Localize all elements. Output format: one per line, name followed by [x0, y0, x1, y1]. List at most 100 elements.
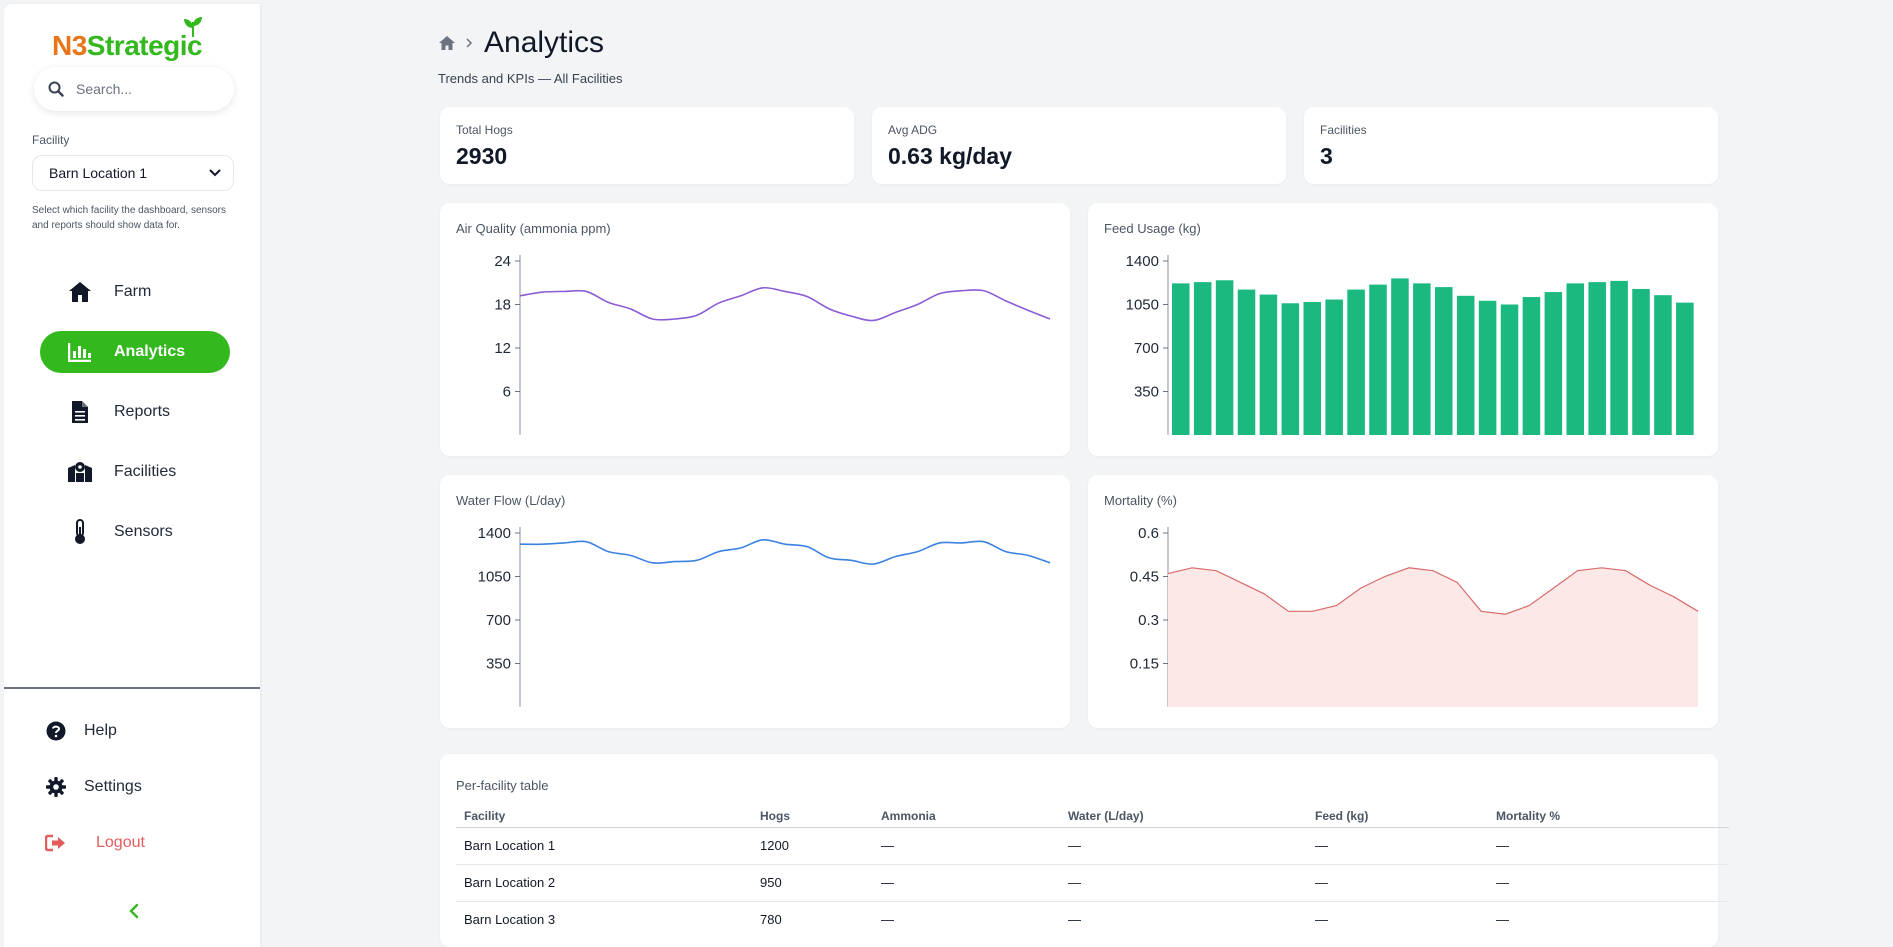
chart-title: Mortality (%) — [1104, 493, 1177, 508]
breadcrumb: Analytics — [438, 26, 604, 60]
bar — [1369, 284, 1387, 435]
bar — [1303, 302, 1322, 435]
logo-n3: N3 — [52, 30, 87, 61]
mortality-chart: 0.6 0.45 0.3 0.15 — [1130, 525, 1699, 707]
bar — [1413, 283, 1431, 435]
water-flow-chart: 1400 1050 700 350 — [478, 525, 1051, 707]
table-title: Per-facility table — [456, 778, 549, 793]
table-cell: — — [1307, 827, 1488, 865]
leaf-icon — [184, 17, 202, 38]
column-header: Ammonia — [873, 805, 1060, 828]
nav-item-facilities[interactable]: Facilities — [40, 451, 230, 493]
bar — [1281, 303, 1300, 435]
column-header: Hogs — [752, 805, 873, 828]
series-line — [519, 538, 1051, 565]
nav-item-analytics[interactable]: Analytics — [40, 331, 230, 373]
kpi-label: Facilities — [1320, 123, 1367, 137]
table-row[interactable]: Barn Location 1 1200 — — — — — [456, 827, 1729, 865]
page-subtitle: Trends and KPIs — All Facilities — [438, 71, 623, 86]
facility-select-value: Barn Location 1 — [49, 165, 148, 181]
bottom-nav: Help Settings Logout — [44, 717, 145, 885]
bar — [1566, 283, 1585, 435]
bar — [1325, 299, 1343, 435]
table-cell: 950 — [752, 864, 873, 902]
search-box[interactable] — [34, 67, 234, 111]
chart-title: Feed Usage (kg) — [1104, 221, 1201, 236]
facility-table: Facility Hogs Ammonia Water (L/day) Feed… — [456, 805, 1729, 938]
table-cell: — — [1315, 912, 1328, 928]
y-tick-label: 18 — [494, 297, 511, 314]
thermometer-icon — [66, 519, 94, 545]
main-nav: Farm Analytics Reports Facilities Sensor… — [40, 271, 230, 571]
y-tick-label: 6 — [503, 384, 511, 401]
home-icon[interactable] — [438, 35, 456, 51]
kpi-value: 2930 — [456, 143, 508, 169]
kpi-card-facilities: Facilities 3 — [1304, 107, 1718, 184]
feed-usage-chart: 1400 1050 700 350 — [1126, 253, 1694, 435]
facility-select[interactable]: Barn Location 1 — [32, 155, 234, 191]
sidebar-divider — [4, 687, 260, 689]
bar — [1456, 295, 1475, 435]
series-line — [519, 286, 1051, 322]
chevron-right-icon — [466, 38, 473, 48]
facility-table-card: Per-facility table Facility Hogs Ammonia… — [440, 754, 1729, 947]
chart-bar-icon — [66, 342, 94, 362]
y-tick-label: 700 — [486, 612, 511, 629]
bar — [1610, 280, 1628, 435]
settings-label: Settings — [84, 778, 142, 795]
logo: N3Strategic — [52, 16, 203, 61]
logo-strategic: Strategic — [86, 30, 203, 61]
collapse-sidebar-button[interactable] — [128, 903, 140, 924]
y-tick-label: 350 — [486, 656, 511, 673]
column-header: Facility — [456, 805, 752, 828]
y-tick-label: 350 — [1134, 384, 1159, 401]
bar — [1259, 294, 1278, 435]
sign-out-icon — [44, 834, 68, 852]
table-cell: — — [881, 912, 894, 928]
series-line — [1167, 567, 1699, 615]
settings-link[interactable]: Settings — [44, 773, 145, 801]
y-tick-label: 12 — [494, 340, 511, 357]
bar — [1588, 282, 1606, 435]
bar — [1347, 289, 1365, 435]
table-cell: — — [1307, 864, 1488, 902]
search-input[interactable] — [76, 81, 216, 97]
table-row[interactable]: Barn Location 3 780 — — — — — [456, 901, 1729, 938]
chart-card-feed-usage: Feed Usage (kg) 1400 1050 700 350 — [1088, 203, 1718, 456]
bar — [1478, 300, 1497, 435]
nav-item-farm[interactable]: Farm — [40, 271, 230, 313]
table-cell: — — [1488, 827, 1729, 865]
map-marker-icon — [66, 461, 94, 483]
logout-label: Logout — [96, 834, 145, 851]
y-tick-label: 1400 — [478, 525, 511, 542]
kpi-value: 3 — [1320, 143, 1333, 169]
table-row[interactable]: Barn Location 2 950 — — — — — [456, 864, 1729, 902]
facility-help-text: Select which facility the dashboard, sen… — [32, 205, 226, 231]
chevron-down-icon — [209, 169, 221, 177]
bar — [1544, 292, 1563, 435]
chart-card-mortality: Mortality (%) 0.6 0.45 0.3 0.15 — [1088, 475, 1718, 728]
nav-item-sensors[interactable]: Sensors — [40, 511, 230, 553]
nav-item-label: Reports — [114, 403, 171, 420]
help-link[interactable]: Help — [44, 717, 145, 745]
table-cell: Barn Location 3 — [464, 912, 556, 928]
bar — [1391, 278, 1409, 435]
table-cell: — — [1496, 912, 1509, 928]
nav-item-label: Analytics — [114, 343, 186, 360]
table-cell: 1200 — [752, 827, 873, 865]
kpi-label: Total Hogs — [456, 123, 513, 137]
nav-item-label: Facilities — [114, 463, 177, 480]
chart-card-air-quality: Air Quality (ammonia ppm) 24 18 12 6 — [440, 203, 1070, 456]
kpi-card-total-hogs: Total Hogs 2930 — [440, 107, 854, 184]
bar — [1215, 280, 1234, 435]
y-tick-label: 0.15 — [1130, 656, 1159, 673]
gear-icon — [44, 777, 68, 797]
facility-label: Facility — [32, 133, 70, 147]
chart-card-water-flow: Water Flow (L/day) 1400 1050 700 350 — [440, 475, 1070, 728]
nav-item-reports[interactable]: Reports — [40, 391, 230, 433]
logout-link[interactable]: Logout — [44, 829, 145, 857]
table-header-row: Facility Hogs Ammonia Water (L/day) Feed… — [456, 805, 1729, 828]
y-tick-label: 1400 — [1126, 253, 1159, 270]
table-cell: — — [1060, 864, 1307, 902]
bar — [1654, 295, 1672, 435]
